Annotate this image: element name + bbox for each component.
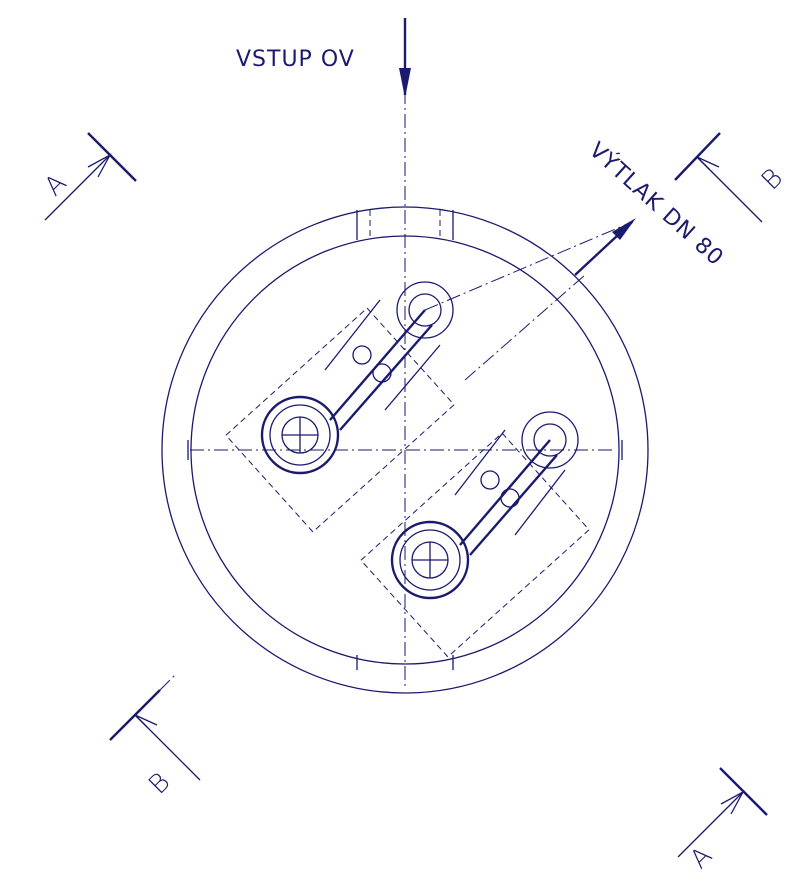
- drawing: VSTUP OV VÝTLAK DN 80 A B: [0, 0, 809, 874]
- section-mark: B: [675, 133, 790, 222]
- pump: [226, 282, 454, 532]
- outlet-label: VÝTLAK DN 80: [584, 137, 729, 271]
- outlet-line: [465, 275, 585, 380]
- section-label: B: [143, 767, 177, 801]
- section-mark: A: [678, 768, 767, 874]
- inlet-arrow-head: [399, 68, 411, 98]
- section-label: B: [756, 162, 790, 196]
- section-mark: B: [110, 675, 200, 801]
- pump: [361, 412, 589, 657]
- outlet-line: [425, 222, 632, 310]
- inlet-label: VSTUP OV: [236, 47, 355, 72]
- section-mark: A: [39, 133, 136, 220]
